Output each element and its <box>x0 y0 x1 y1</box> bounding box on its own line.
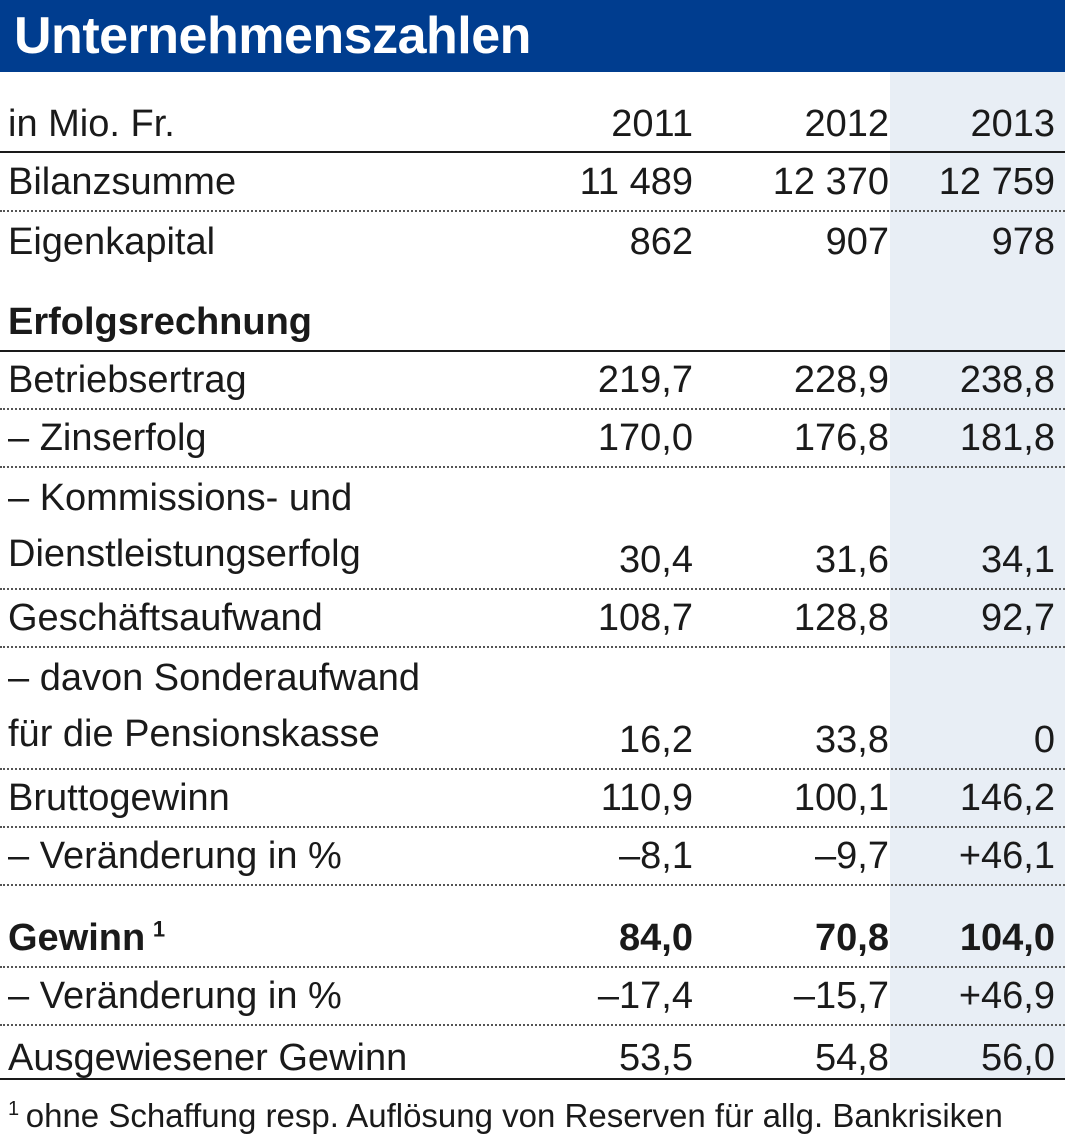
value-2013: 978 <box>991 221 1055 263</box>
unit-label: in Mio. Fr. <box>8 103 175 145</box>
row-divider <box>0 466 1065 468</box>
value-2012: 100,1 <box>793 777 889 819</box>
table-row-zinserfolg: – Zinserfolg 170,0 176,8 181,8 <box>0 408 1065 466</box>
table-row-kommissionserfolg: – Kommissions- und Dienstleistungserfolg… <box>0 466 1065 588</box>
section-heading-erfolgsrechnung: Erfolgsrechnung <box>0 270 1065 350</box>
row-label: – Veränderung in % <box>8 835 342 877</box>
row-label: Bruttogewinn <box>8 777 230 819</box>
value-2013: 56,0 <box>981 1037 1055 1079</box>
value-2011: 84,0 <box>619 917 693 959</box>
row-label-line-1: – Kommissions- und <box>8 477 353 519</box>
table-row-brutto-veraenderung: – Veränderung in % –8,1 –9,7 +46,1 <box>0 826 1065 884</box>
value-2012: 12 370 <box>772 161 889 203</box>
value-2011: 30,4 <box>619 539 693 581</box>
row-divider <box>0 408 1065 410</box>
section-divider <box>0 350 1065 352</box>
value-2013: 238,8 <box>959 359 1055 401</box>
row-label-line-2: Dienstleistungserfolg <box>8 533 361 575</box>
row-divider <box>0 826 1065 828</box>
row-label: Eigenkapital <box>8 221 216 263</box>
value-2011: 219,7 <box>597 359 693 401</box>
footnote: 1 ohne Schaffung resp. Auflösung von Res… <box>8 1094 1003 1138</box>
value-2012: 70,8 <box>815 917 889 959</box>
value-2013: 181,8 <box>959 417 1055 459</box>
year-2012-header: 2012 <box>804 103 889 145</box>
value-2011: 11 489 <box>579 161 693 203</box>
table-row-sonderaufwand: – davon Sonderaufwand für die Pensionska… <box>0 646 1065 768</box>
value-2012: 54,8 <box>815 1037 889 1079</box>
value-2012: –9,7 <box>815 835 889 877</box>
footnote-marker: 1 <box>8 1098 20 1120</box>
table-row-ausgewiesener-gewinn: Ausgewiesener Gewinn 53,5 54,8 56,0 <box>0 1024 1065 1086</box>
value-2013: +46,1 <box>958 835 1055 877</box>
row-divider <box>0 210 1065 212</box>
row-label: Bilanzsumme <box>8 161 237 203</box>
value-2012: 228,9 <box>793 359 889 401</box>
value-2012: 31,6 <box>815 539 889 581</box>
row-label: – Kommissions- und Dienstleistungserfolg <box>8 470 361 582</box>
value-2013: 0 <box>1033 719 1055 761</box>
row-label: Geschäftsaufwand <box>8 597 323 639</box>
row-label-line-2: für die Pensionskasse <box>8 713 380 755</box>
table-row-bilanzsumme: Bilanzsumme 11 489 12 370 12 759 <box>0 152 1065 210</box>
row-label: Betriebsertrag <box>8 359 247 401</box>
row-label: – Veränderung in % <box>8 975 342 1017</box>
value-2011: 862 <box>629 221 693 263</box>
row-divider <box>0 966 1065 968</box>
year-2013-header: 2013 <box>970 103 1055 145</box>
value-2013: 34,1 <box>981 539 1055 581</box>
row-label: – davon Sonderaufwand für die Pensionska… <box>8 650 420 762</box>
row-divider <box>0 646 1065 648</box>
row-label: Ausgewiesener Gewinn <box>8 1037 408 1079</box>
value-2012: 33,8 <box>815 719 889 761</box>
value-2013: 104,0 <box>959 917 1055 959</box>
table-row-gewinn-veraenderung: – Veränderung in % –17,4 –15,7 +46,9 <box>0 966 1065 1024</box>
row-label-text: Gewinn <box>8 917 146 959</box>
figures-table: in Mio. Fr. 2011 2012 2013 Bilanzsumme 1… <box>0 72 1065 1086</box>
value-2012: 128,8 <box>793 597 889 639</box>
value-2013: 146,2 <box>959 777 1055 819</box>
table-row-geschaeftsaufwand: Geschäftsaufwand 108,7 128,8 92,7 <box>0 588 1065 646</box>
row-label: Gewinn 1 <box>8 916 165 960</box>
footnote-marker: 1 <box>152 916 166 942</box>
table-row-betriebsertrag: Betriebsertrag 219,7 228,9 238,8 <box>0 350 1065 408</box>
header-row: in Mio. Fr. 2011 2012 2013 <box>0 72 1065 152</box>
row-label: – Zinserfolg <box>8 417 207 459</box>
value-2011: 110,9 <box>600 777 693 819</box>
header-divider <box>0 151 1065 153</box>
value-2013: 12 759 <box>938 161 1055 203</box>
year-2011-header: 2011 <box>611 103 693 145</box>
row-divider <box>0 588 1065 590</box>
title-bar: Unternehmenszahlen <box>0 0 1065 72</box>
table-row-eigenkapital: Eigenkapital 862 907 978 <box>0 210 1065 270</box>
value-2011: 16,2 <box>619 719 693 761</box>
value-2011: –17,4 <box>597 975 693 1017</box>
table-bottom-rule <box>0 1078 1065 1080</box>
value-2013: +46,9 <box>958 975 1055 1017</box>
value-2012: –15,7 <box>793 975 889 1017</box>
value-2011: 108,7 <box>597 597 693 639</box>
section-heading: Erfolgsrechnung <box>8 301 313 343</box>
table-title: Unternehmenszahlen <box>14 7 531 65</box>
footnote-text: ohne Schaffung resp. Auflösung von Reser… <box>25 1097 1003 1134</box>
row-divider <box>0 1024 1065 1026</box>
row-divider <box>0 768 1065 770</box>
value-2012: 907 <box>825 221 889 263</box>
value-2011: 53,5 <box>619 1037 693 1079</box>
value-2012: 176,8 <box>793 417 889 459</box>
table-row-gewinn: Gewinn 1 84,0 70,8 104,0 <box>0 884 1065 966</box>
value-2011: –8,1 <box>619 835 693 877</box>
table-row-bruttogewinn: Bruttogewinn 110,9 100,1 146,2 <box>0 768 1065 826</box>
value-2013: 92,7 <box>981 597 1055 639</box>
row-label-line-1: – davon Sonderaufwand <box>8 657 420 699</box>
value-2011: 170,0 <box>597 417 693 459</box>
year-2013-highlight <box>890 72 1065 1078</box>
row-divider <box>0 884 1065 886</box>
